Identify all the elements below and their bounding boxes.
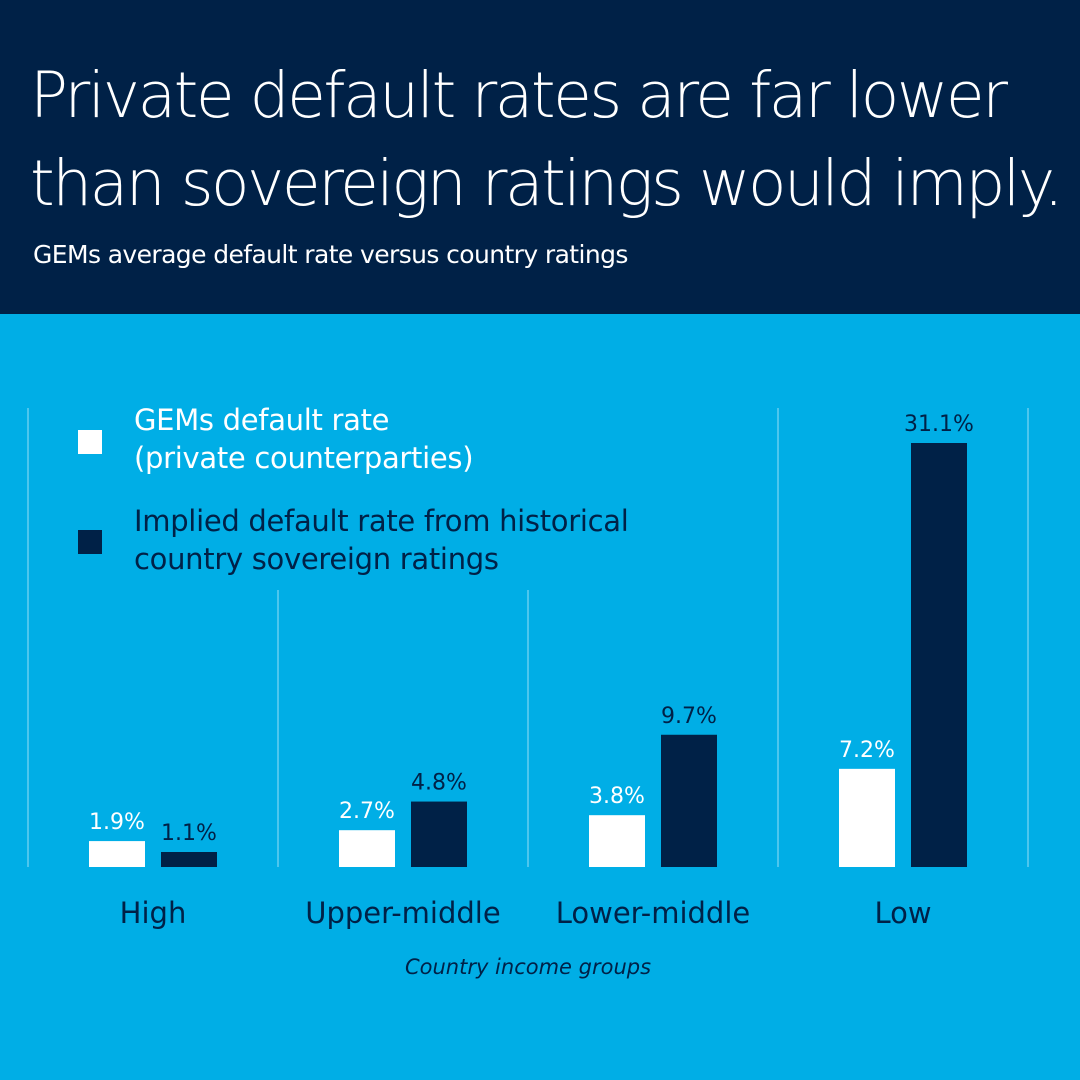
data-label: 1.1% bbox=[161, 821, 217, 846]
legend-swatch-implied bbox=[78, 530, 102, 554]
legend-line: country sovereign ratings bbox=[134, 542, 499, 576]
category-label: Low bbox=[874, 896, 931, 930]
category-label: High bbox=[120, 896, 187, 930]
legend-label-gems: GEMs default rate (private counterpartie… bbox=[134, 401, 474, 477]
data-label: 1.9% bbox=[89, 810, 145, 835]
bar-implied bbox=[661, 734, 717, 867]
header-banner: Private default rates are far lower than… bbox=[0, 0, 1080, 314]
chart-subtitle: GEMs average default rate versus country… bbox=[33, 240, 628, 269]
bar-gems bbox=[589, 815, 645, 867]
data-label: 7.2% bbox=[839, 738, 895, 763]
bar-gems bbox=[89, 841, 145, 867]
bar-gems bbox=[339, 830, 395, 867]
data-label: 3.8% bbox=[589, 784, 645, 809]
legend-line: (private counterparties) bbox=[134, 441, 474, 475]
bar-implied bbox=[411, 801, 467, 867]
data-label: 31.1% bbox=[904, 412, 974, 437]
legend-swatch-gems bbox=[78, 430, 102, 454]
bar-implied bbox=[161, 852, 217, 867]
data-label: 2.7% bbox=[339, 799, 395, 824]
legend-label-implied: Implied default rate from historical cou… bbox=[134, 502, 629, 578]
x-axis-label: Country income groups bbox=[404, 955, 652, 979]
category-label: Lower-middle bbox=[556, 896, 751, 930]
legend-line: GEMs default rate bbox=[134, 403, 390, 437]
data-label: 9.7% bbox=[661, 704, 717, 729]
category-label: Upper-middle bbox=[305, 896, 500, 930]
bar-gems bbox=[839, 768, 895, 867]
data-label: 4.8% bbox=[411, 771, 467, 796]
legend-line: Implied default rate from historical bbox=[134, 504, 629, 538]
bar-implied bbox=[911, 443, 967, 867]
chart-title: Private default rates are far lower than… bbox=[30, 59, 1064, 220]
